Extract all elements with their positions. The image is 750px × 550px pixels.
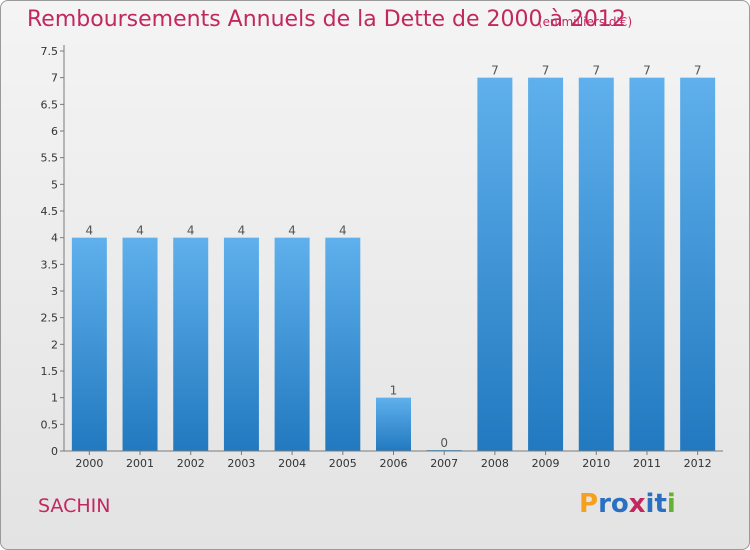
bar-2004	[274, 237, 310, 451]
logo-letter: P	[579, 489, 599, 519]
x-tick-label-2012: 2012	[684, 457, 712, 470]
y-tick-label: 4.5	[41, 205, 59, 218]
bar-2001	[122, 237, 158, 451]
y-tick-label: 6.5	[41, 98, 59, 111]
x-tick-label-2007: 2007	[430, 457, 458, 470]
bar-2006	[376, 397, 411, 451]
data-label-2008: 7	[491, 64, 499, 78]
logo-letter: t	[654, 489, 667, 519]
data-label-2006: 1	[390, 384, 398, 398]
data-label-2010: 7	[592, 64, 600, 78]
data-label-2007: 0	[440, 436, 448, 450]
data-label-2005: 4	[339, 224, 347, 238]
y-tick-label: 7.5	[41, 45, 59, 58]
x-tick-label-2011: 2011	[633, 457, 661, 470]
x-tick-label-2001: 2001	[126, 457, 154, 470]
x-tick-label-2000: 2000	[75, 457, 103, 470]
bar-2003	[223, 237, 259, 451]
proxiti-logo: Proxiti	[579, 489, 676, 519]
y-tick-label: 3	[51, 285, 58, 298]
y-tick-label: 5	[51, 178, 58, 191]
bar-2000	[71, 237, 107, 451]
x-tick-label-2004: 2004	[278, 457, 306, 470]
bar-2012	[680, 77, 716, 452]
bar-2011	[629, 77, 665, 452]
logo-letter: r	[598, 489, 611, 519]
logo-letter: i	[645, 489, 655, 519]
data-label-2000: 4	[86, 224, 94, 238]
y-tick-label: 6	[51, 125, 58, 138]
y-tick-label: 4	[51, 232, 58, 245]
y-tick-label: 3.5	[41, 258, 59, 271]
bar-2009	[528, 77, 564, 452]
x-axis: 2000 2001 2002 2003 2004 2005 2006 2007 2008 2009…	[64, 450, 723, 470]
bar-2002	[173, 237, 209, 451]
data-label-2002: 4	[187, 224, 195, 238]
x-tick-label-2008: 2008	[481, 457, 509, 470]
x-tick-label-2002: 2002	[177, 457, 205, 470]
data-label-2011: 7	[643, 64, 651, 78]
bar-2005	[325, 237, 361, 451]
x-tick-label-2010: 2010	[582, 457, 610, 470]
y-tick-label: 2	[51, 338, 58, 351]
y-tick-label: 7	[51, 72, 58, 85]
logo-letter: i	[666, 489, 676, 519]
x-tick-label-2003: 2003	[227, 457, 255, 470]
chart-unit: (en milliers d'€)	[538, 15, 633, 29]
chart-title: Remboursements Annuels de la Dette de 20…	[27, 7, 626, 32]
commune-name: SACHIN	[38, 495, 111, 517]
data-label-2012: 7	[694, 64, 702, 78]
data-label-2001: 4	[136, 224, 144, 238]
logo-letter: o	[610, 489, 629, 519]
logo-letter: x	[628, 489, 646, 519]
bar-2010	[578, 77, 614, 452]
y-tick-label: 1.5	[41, 365, 59, 378]
data-label-2009: 7	[542, 64, 550, 78]
x-tick-label-2005: 2005	[329, 457, 357, 470]
bar-2008	[477, 77, 513, 452]
y-tick-label: 2.5	[41, 312, 59, 325]
bars-group: 4 4 4 4 4 4 1 0 7 7 7 7 7	[71, 64, 716, 452]
x-tick-label-2009: 2009	[532, 457, 560, 470]
data-label-2003: 4	[238, 224, 246, 238]
y-tick-label: 0.5	[41, 418, 59, 431]
y-axis: 0 0.5 1 1.5 2 2.5 3 3.5 4 4.5 5 5.5 6 6.5 7 7.5	[41, 45, 65, 458]
y-tick-label: 1	[51, 392, 58, 405]
x-tick-label-2006: 2006	[380, 457, 408, 470]
data-label-2004: 4	[288, 224, 296, 238]
y-tick-label: 5.5	[41, 152, 59, 165]
y-tick-label: 0	[51, 445, 58, 458]
